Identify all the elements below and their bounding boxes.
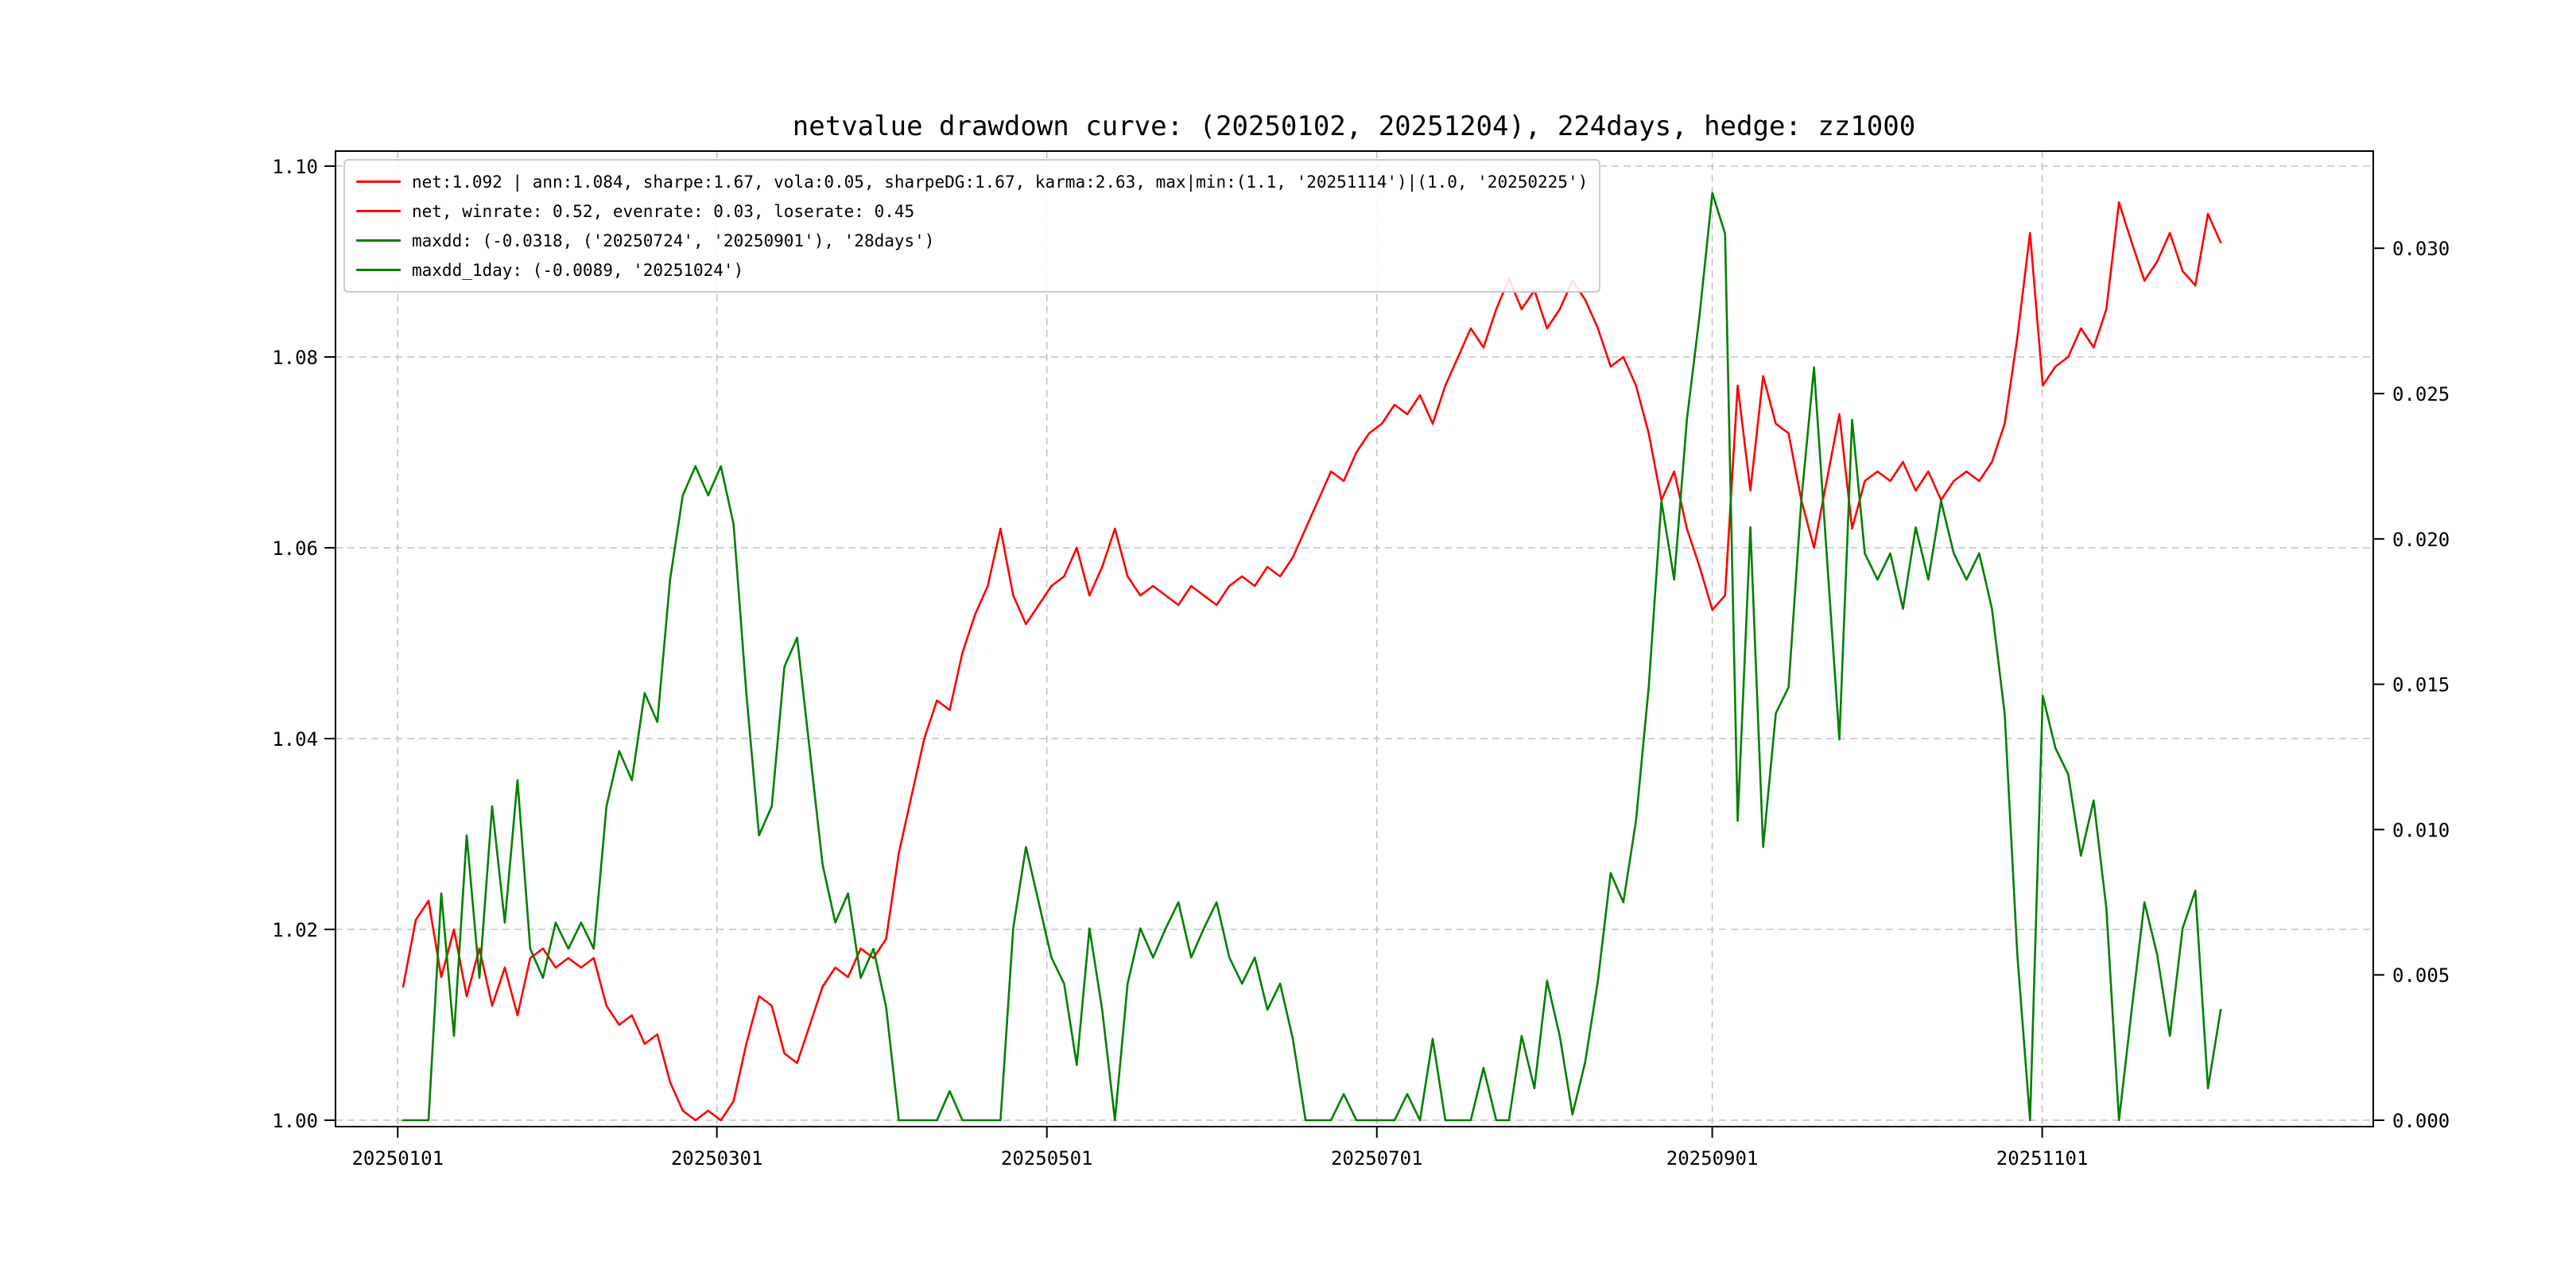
legend-line-sample [356, 239, 401, 242]
legend-entry: net, winrate: 0.52, evenrate: 0.03, lose… [356, 196, 1588, 226]
x-tick-label: 20250701 [1331, 1147, 1423, 1170]
x-tick-label: 20251101 [1996, 1147, 2089, 1170]
legend-entry: net:1.092 | ann:1.084, sharpe:1.67, vola… [356, 167, 1588, 196]
plot-border [335, 150, 2374, 1127]
x-tick-label: 20250901 [1666, 1147, 1759, 1170]
legend-entry: maxdd_1day: (-0.0089, '20251024') [356, 255, 1588, 285]
legend-label: maxdd: (-0.0318, ('20250724', '20250901'… [412, 231, 935, 250]
y-left-tick-label: 1.04 [272, 728, 318, 751]
y-left-tick-label: 1.00 [272, 1110, 318, 1132]
y-right-tick-label: 0.020 [2392, 529, 2450, 551]
legend: net:1.092 | ann:1.084, sharpe:1.67, vola… [343, 159, 1601, 293]
x-tick-label: 20250101 [351, 1147, 444, 1170]
series-layer [402, 192, 2222, 1122]
x-tick-label: 20250501 [1001, 1147, 1093, 1170]
y-right-tick-label: 0.000 [2392, 1110, 2450, 1132]
legend-label: net, winrate: 0.52, evenrate: 0.03, lose… [412, 201, 915, 221]
legend-label: net:1.092 | ann:1.084, sharpe:1.67, vola… [412, 172, 1589, 192]
legend-label: maxdd_1day: (-0.0089, '20251024') [412, 260, 744, 280]
grid-layer [336, 151, 2373, 1127]
y-right-tick-label: 0.030 [2392, 238, 2450, 260]
y-right-tick-label: 0.015 [2392, 674, 2450, 696]
legend-line-sample [356, 269, 401, 271]
y-left-tick-label: 1.02 [272, 919, 318, 941]
y-left-tick-label: 1.06 [272, 537, 318, 560]
y-left-tick-label: 1.10 [272, 156, 318, 178]
chart-title: netvalue drawdown curve: (20250102, 2025… [793, 111, 1915, 142]
y-left-tick-label: 1.08 [272, 347, 318, 369]
net-line [402, 201, 2222, 1122]
legend-entry: maxdd: (-0.0318, ('20250724', '20250901'… [356, 226, 1588, 255]
y-right-tick-label: 0.005 [2392, 964, 2450, 987]
y-right-tick-label: 0.025 [2392, 383, 2450, 405]
legend-line-sample [356, 180, 401, 183]
axis-layer: 20250101 20250301 20250501 20250701 20250901… [272, 150, 2450, 1170]
y-right-tick-label: 0.010 [2392, 819, 2450, 841]
legend-line-sample [356, 210, 401, 212]
drawdown-line [402, 192, 2222, 1122]
x-tick-label: 20250301 [671, 1147, 763, 1170]
